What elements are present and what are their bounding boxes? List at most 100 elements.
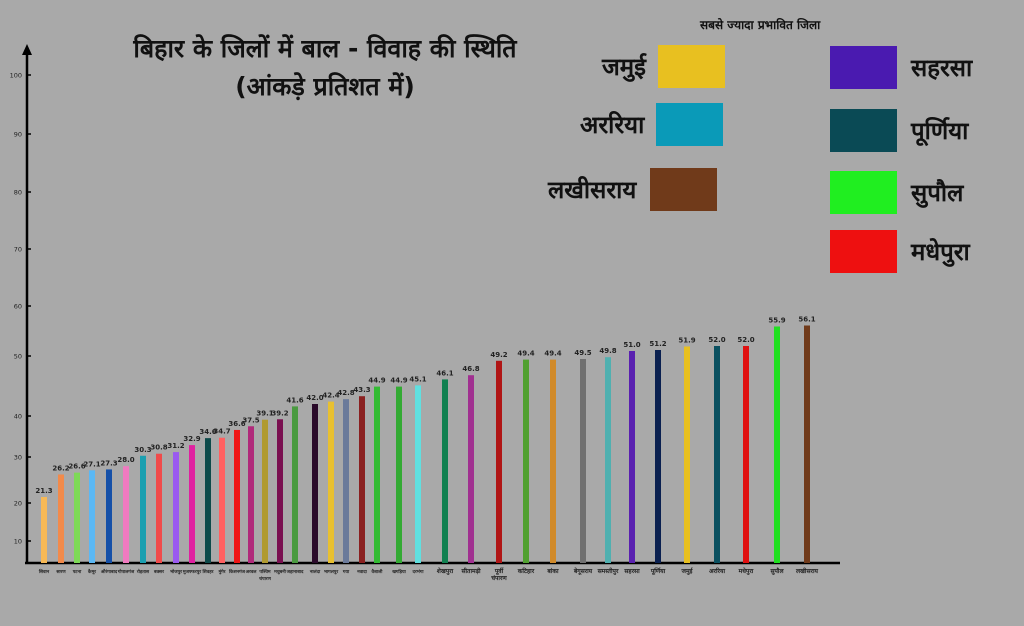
data-label: 36.6 <box>228 420 245 428</box>
x-tick-label: बक्सर <box>153 570 164 575</box>
x-tick-label: औरंगाबाद <box>101 568 118 575</box>
x-tick-label: मधेपुरा <box>738 567 754 575</box>
data-label: 44.9 <box>390 377 407 385</box>
legend-label: लखीसराय <box>548 176 637 204</box>
data-label: 49.4 <box>517 350 534 358</box>
y-tick-label: 70 <box>14 246 22 254</box>
data-label: 34.7 <box>213 428 230 436</box>
legend-swatch <box>656 103 724 146</box>
data-label: 30.3 <box>134 446 151 454</box>
legend-item: अररिया <box>580 103 724 146</box>
bar <box>629 351 635 563</box>
x-tick-label: रोहतास <box>136 568 150 575</box>
bar <box>359 396 365 563</box>
x-tick-label: गया <box>342 570 350 575</box>
legend-label: मधेपुरा <box>911 238 970 266</box>
x-tick-label: नालंदा <box>309 569 321 575</box>
x-tick-label: पश्चिम <box>258 568 270 575</box>
legend-item: मधेपुरा <box>830 230 970 273</box>
y-tick-label: 100 <box>10 72 22 80</box>
bar <box>496 360 502 563</box>
y-tick-label: 90 <box>14 131 22 139</box>
bar <box>655 350 661 563</box>
data-label: 45.1 <box>409 375 426 383</box>
x-tick-label: सुपौल <box>769 567 784 575</box>
legend-swatch <box>650 168 718 211</box>
data-label: 51.0 <box>623 341 640 349</box>
x-tick-label: भागलपुर <box>324 570 338 575</box>
data-label: 31.2 <box>167 442 184 450</box>
bar <box>262 419 268 563</box>
y-tick-label: 20 <box>14 500 22 508</box>
bar <box>106 469 112 563</box>
x-tick-label: भोजपुर <box>170 568 182 575</box>
bar <box>580 359 586 563</box>
x-tick-label: शिवहर <box>202 568 214 575</box>
data-label: 52.0 <box>737 336 754 344</box>
data-label: 46.8 <box>462 365 479 373</box>
legend-label: पूर्णिया <box>911 117 969 145</box>
legend-title: सबसे ज्यादा प्रभावित जिला <box>700 18 821 32</box>
legend-item: जमुई <box>602 45 725 88</box>
x-tick-label: नवादा <box>356 570 368 575</box>
bar <box>74 472 80 563</box>
bar <box>774 326 780 563</box>
bar <box>743 346 749 563</box>
x-tick-label: अररिया <box>709 567 726 575</box>
x-tick-label: किशनगंज <box>228 568 246 575</box>
chart-title: बिहार के जिलों में बाल - विवाह की स्थिति… <box>100 30 550 106</box>
x-tick-label: दरभंगा <box>411 569 424 575</box>
bar <box>714 346 720 563</box>
bar <box>234 429 240 563</box>
x-tick-label: कटिहार <box>517 567 535 575</box>
x-tick-label: सीतामढ़ी <box>460 567 481 575</box>
bar <box>277 419 283 563</box>
x-tick-label: पूर्णिया <box>650 567 666 575</box>
x-tick-label: मधुबनी <box>273 568 287 575</box>
data-label: 51.9 <box>678 337 695 345</box>
x-tick-label: सारण <box>55 570 66 575</box>
bar <box>684 346 690 563</box>
bar <box>58 474 64 563</box>
x-tick-label: लखीसराय <box>795 567 819 575</box>
data-label: 55.9 <box>768 317 785 325</box>
bar <box>312 404 318 563</box>
legend-swatch <box>657 45 725 88</box>
subtitle: (आंकड़े प्रतिशत में) <box>235 72 415 101</box>
x-tick-label: पूर्वी <box>494 567 504 575</box>
x-tick-label: सहरसा <box>623 568 640 575</box>
data-label: 46.1 <box>436 369 453 377</box>
bar <box>374 386 380 563</box>
bar <box>468 375 474 563</box>
legend-item: पूर्णिया <box>830 109 968 152</box>
data-label: 49.8 <box>599 347 616 355</box>
data-label: 39.1 <box>256 410 273 418</box>
data-label: 42.8 <box>337 389 354 397</box>
x-tick-label: गोपालगंज <box>117 568 135 575</box>
bar <box>328 401 334 563</box>
y-axis-arrow <box>22 44 32 55</box>
bar <box>41 497 47 563</box>
legend-swatch <box>830 109 897 152</box>
data-label: 49.4 <box>544 350 561 358</box>
bar <box>89 470 95 563</box>
legend-label: जमुई <box>602 53 646 81</box>
data-label: 26.2 <box>52 464 69 472</box>
bar <box>523 359 529 563</box>
bar <box>173 452 179 563</box>
data-label: 26.6 <box>68 463 85 471</box>
data-label: 42.4 <box>322 392 339 400</box>
x-tick-label: बांका <box>546 567 559 575</box>
bar <box>442 379 448 563</box>
data-label: 43.3 <box>353 386 370 394</box>
data-label: 56.1 <box>798 316 815 324</box>
x-tick-label: चंपारण <box>490 574 507 582</box>
bar <box>140 455 146 563</box>
bar <box>189 445 195 563</box>
bar <box>605 357 611 563</box>
data-label: 49.5 <box>574 349 591 357</box>
x-tick-label: जहानाबाद <box>286 570 304 575</box>
x-tick-label: अरवल <box>246 570 258 575</box>
x-tick-label: बेगूसराय <box>573 567 593 575</box>
